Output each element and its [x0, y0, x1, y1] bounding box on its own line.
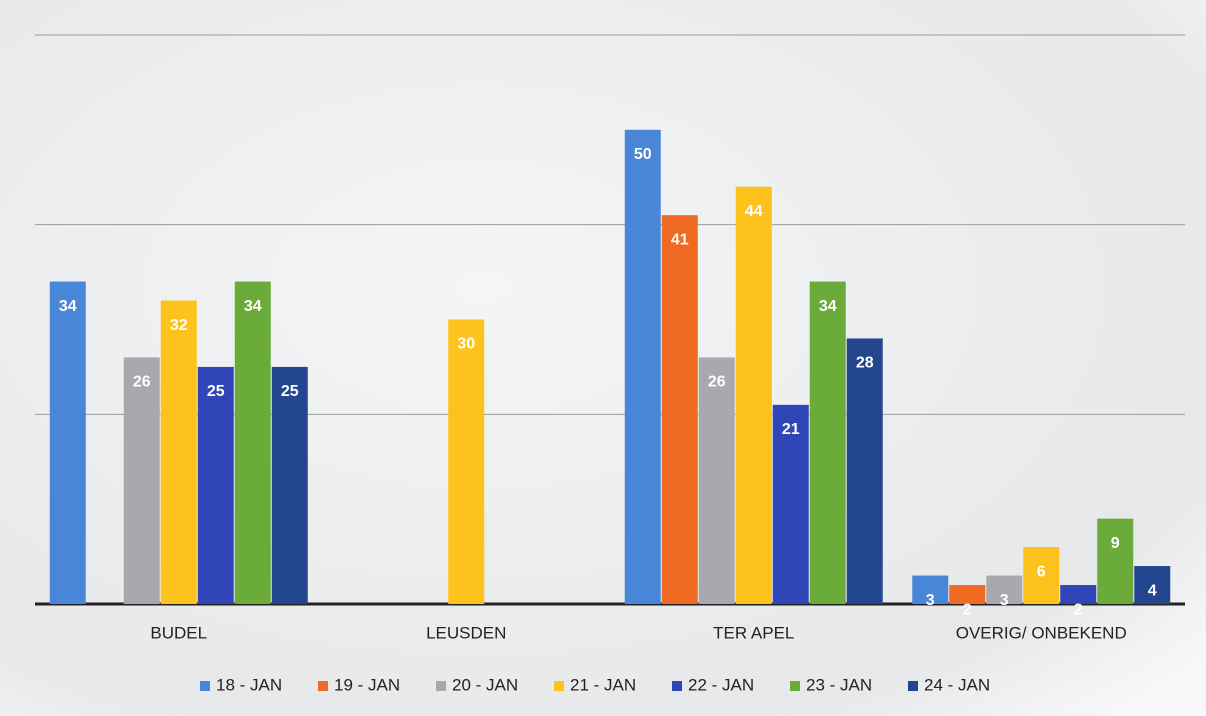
data-label: 26	[133, 374, 151, 391]
data-label: 50	[634, 146, 652, 163]
legend-swatch	[318, 681, 328, 691]
bar	[234, 281, 271, 604]
data-label: 25	[281, 383, 299, 400]
bar	[772, 404, 809, 604]
bar	[160, 300, 197, 604]
x-tick-label: LEUSDEN	[426, 623, 506, 642]
legend-label: 21 - JAN	[570, 675, 636, 694]
bar	[448, 319, 485, 604]
bar	[1134, 566, 1171, 604]
bar	[271, 366, 308, 604]
bar	[912, 575, 949, 604]
legend-swatch	[554, 681, 564, 691]
data-label: 30	[457, 336, 475, 353]
bar	[661, 215, 698, 604]
data-label: 2	[963, 601, 972, 618]
legend-swatch	[790, 681, 800, 691]
bar	[949, 585, 986, 604]
data-label: 26	[708, 374, 726, 391]
bar	[986, 575, 1023, 604]
bar	[1097, 518, 1134, 604]
data-label: 44	[745, 203, 763, 220]
data-label: 3	[926, 592, 935, 609]
x-tick-label: BUDEL	[150, 623, 207, 642]
data-label: 34	[59, 298, 77, 315]
data-label: 32	[170, 317, 188, 334]
legend-swatch	[200, 681, 210, 691]
data-label: 4	[1148, 582, 1157, 599]
bar	[846, 338, 883, 604]
data-label: 21	[782, 421, 800, 438]
legend-label: 18 - JAN	[216, 675, 282, 694]
data-label: 3	[1000, 592, 1009, 609]
legend-label: 23 - JAN	[806, 675, 872, 694]
bar	[698, 357, 735, 604]
legend-label: 20 - JAN	[452, 675, 518, 694]
legend-label: 19 - JAN	[334, 675, 400, 694]
data-label: 9	[1111, 535, 1120, 552]
data-label: 34	[244, 298, 262, 315]
bar	[1060, 585, 1097, 604]
bar	[809, 281, 846, 604]
legend-label: 24 - JAN	[924, 675, 990, 694]
bar	[197, 366, 234, 604]
x-tick-label: OVERIG/ ONBEKEND	[956, 623, 1127, 642]
data-label: 6	[1037, 563, 1046, 580]
legend-label: 22 - JAN	[688, 675, 754, 694]
data-label: 2	[1074, 601, 1083, 618]
data-label: 28	[856, 355, 874, 372]
bar	[1023, 547, 1060, 604]
x-tick-label: TER APEL	[713, 623, 794, 642]
bar	[624, 129, 661, 605]
data-label: 25	[207, 383, 225, 400]
data-label: 34	[819, 298, 837, 315]
legend-swatch	[436, 681, 446, 691]
bar	[49, 281, 86, 604]
legend-swatch	[908, 681, 918, 691]
data-label: 41	[671, 231, 689, 248]
legend-swatch	[672, 681, 682, 691]
bar	[123, 357, 160, 604]
bar	[735, 186, 772, 604]
